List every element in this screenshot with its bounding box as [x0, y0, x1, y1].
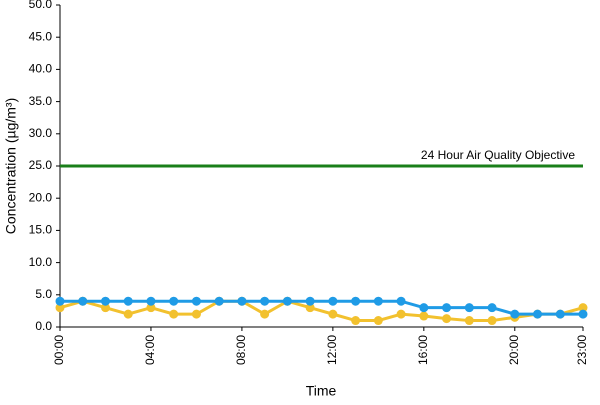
data-point — [55, 296, 65, 306]
x-tick-label: 23:00 — [575, 335, 589, 365]
data-point — [351, 316, 361, 326]
data-point — [373, 296, 383, 306]
data-point — [146, 303, 156, 313]
data-point — [555, 309, 565, 319]
data-point — [328, 296, 338, 306]
x-tick-label: 20:00 — [507, 335, 521, 365]
data-point — [237, 296, 247, 306]
data-point — [78, 296, 88, 306]
x-axis-label: Time — [306, 383, 337, 399]
y-axis-label: Concentration (µg/m³) — [3, 98, 19, 234]
y-tick-label: 45.0 — [29, 29, 53, 43]
data-point — [373, 316, 383, 326]
data-point — [260, 309, 270, 319]
data-point — [396, 296, 406, 306]
data-point — [351, 296, 361, 306]
y-tick-label: 20.0 — [29, 190, 53, 204]
y-tick-label: 0.0 — [35, 319, 52, 333]
data-point — [442, 303, 452, 313]
x-tick-label: 04:00 — [143, 335, 157, 365]
data-point — [260, 296, 270, 306]
data-point — [487, 303, 497, 313]
y-tick-label: 35.0 — [29, 94, 53, 108]
data-point — [464, 303, 474, 313]
data-point — [419, 311, 429, 321]
data-point — [464, 316, 474, 326]
data-point — [123, 309, 133, 319]
y-tick-label: 25.0 — [29, 158, 53, 172]
data-point — [169, 309, 179, 319]
y-tick-label: 10.0 — [29, 255, 53, 269]
y-tick-label: 5.0 — [35, 287, 52, 301]
data-point — [55, 303, 65, 313]
data-point — [100, 296, 110, 306]
data-point — [146, 296, 156, 306]
x-tick-label: 08:00 — [234, 335, 248, 365]
data-point — [305, 296, 315, 306]
x-tick-label: 00:00 — [52, 335, 66, 365]
data-point — [191, 296, 201, 306]
data-point — [169, 296, 179, 306]
reference-label: 24 Hour Air Quality Objective — [421, 148, 575, 162]
data-point — [419, 303, 429, 313]
y-tick-label: 30.0 — [29, 126, 53, 140]
data-point — [578, 303, 588, 313]
data-point — [487, 316, 497, 326]
data-point — [100, 303, 110, 313]
data-point — [328, 309, 338, 319]
x-tick-label: 16:00 — [416, 335, 430, 365]
data-point — [533, 309, 543, 319]
data-point — [214, 296, 224, 306]
data-point — [282, 296, 292, 306]
data-point — [510, 309, 520, 319]
y-tick-label: 50.0 — [29, 0, 53, 11]
data-point — [305, 303, 315, 313]
y-tick-label: 40.0 — [29, 62, 53, 76]
data-point — [396, 309, 406, 319]
data-point — [123, 296, 133, 306]
data-point — [578, 309, 588, 319]
y-tick-label: 15.0 — [29, 223, 53, 237]
data-point — [191, 309, 201, 319]
x-tick-label: 12:00 — [325, 335, 339, 365]
data-point — [442, 314, 452, 324]
